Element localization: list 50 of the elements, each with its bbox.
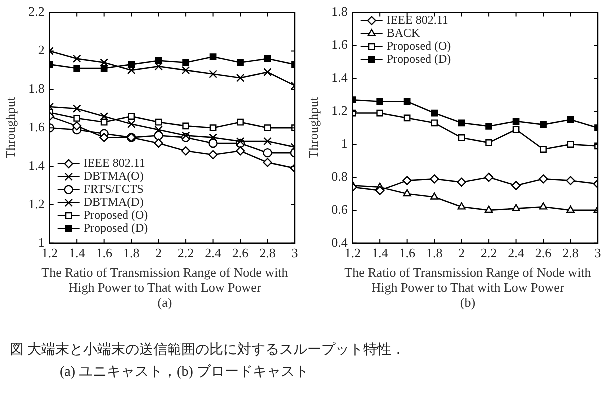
x-tick-label: 1.8	[123, 246, 140, 261]
text: 図 大端末と小端末の送信範囲の比に対するスループット特性．	[9, 341, 406, 360]
legend-label: Proposed (O)	[84, 208, 148, 222]
x-tick-label: 1.4	[372, 246, 389, 261]
y-tick-label: 2	[38, 42, 45, 58]
x-tick-label: 2.4	[205, 246, 222, 261]
x-tick-label: 2.2	[480, 246, 498, 261]
y-tick-label: 1	[341, 136, 348, 151]
y-tick-label: 1.2	[332, 103, 348, 118]
x-tick-label: 2.8	[562, 246, 579, 261]
y-tick-label: 1.6	[28, 120, 46, 135]
legend-label: DBTMA(O)	[84, 169, 144, 184]
y-tick-label: 0.8	[332, 168, 348, 184]
y-tick-label: 1.4	[332, 70, 348, 86]
y-axis-title: Throughput	[3, 97, 18, 159]
legend-label: Proposed (D)	[84, 221, 148, 236]
x-tick-label: 2.6	[535, 246, 552, 261]
y-axis-title: Throughput	[306, 97, 322, 159]
x-tick-label: 1.8	[426, 246, 443, 261]
y-tick-label: 1.2	[28, 196, 45, 212]
y-tick-label: 1.8	[28, 81, 45, 96]
text: (a)	[156, 295, 174, 310]
y-tick-label: 1.8	[332, 4, 348, 20]
legend-label: Proposed (D)	[386, 52, 452, 66]
y-tick-label: 0.6	[332, 202, 348, 217]
x-axis-title: The Ratio of Transmission Range of Node with High Power to That with Low Power	[344, 265, 592, 295]
legend-label: DBTMA(D)	[84, 195, 144, 210]
x-axis-title: The Ratio of Transmission Range of Node with High Power to That with Low Power	[40, 265, 290, 295]
legend-label: IEEE 802.11	[386, 12, 448, 27]
x-tick-label: 2.8	[260, 246, 276, 261]
x-tick-label: 2.2	[178, 246, 194, 261]
legend-label: FRTS/FCTS	[84, 182, 144, 196]
x-tick-label: 3	[594, 246, 602, 261]
x-tick-label: 2	[156, 246, 162, 261]
x-tick-label: 1.6	[399, 246, 416, 261]
legend-label: IEEE 802.11	[84, 156, 146, 170]
y-tick-label: 2.2	[28, 4, 45, 20]
x-tick-label: 3	[292, 246, 298, 261]
y-tick-label: 1.4	[28, 158, 46, 173]
x-tick-label: 1.4	[68, 246, 86, 261]
x-tick-label: 1.6	[96, 246, 113, 261]
legend-label: BACK	[386, 26, 421, 40]
legend-label: Proposed (O)	[386, 38, 452, 53]
text: (a) ユニキャスト，(b) ブロードキャスト	[59, 363, 310, 382]
y-tick-label: 1.6	[332, 37, 348, 52]
x-tick-label: 2.4	[508, 246, 525, 261]
x-tick-label: 2	[458, 246, 466, 261]
y-tick-label: 1	[38, 234, 45, 250]
text: (b)	[459, 295, 477, 310]
x-tick-label: 2.6	[232, 246, 250, 261]
